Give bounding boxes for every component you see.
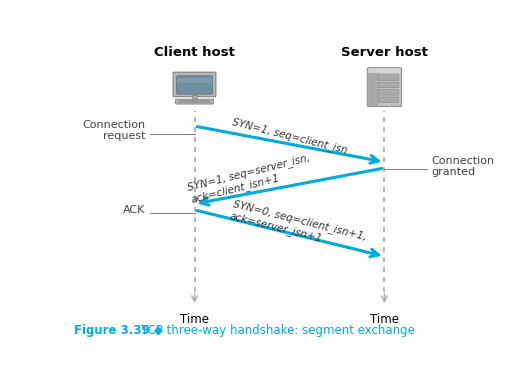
Text: Figure 3.39 ◆: Figure 3.39 ◆ [74,324,163,337]
Text: Time: Time [180,313,209,326]
FancyBboxPatch shape [378,97,398,103]
Text: Connection
request: Connection request [82,120,145,141]
FancyBboxPatch shape [378,82,398,88]
FancyBboxPatch shape [367,68,402,107]
Text: SYN=0, seq=client_isn+1,
ack=server_isn+1: SYN=0, seq=client_isn+1, ack=server_isn+… [229,198,367,254]
FancyBboxPatch shape [378,75,398,80]
FancyBboxPatch shape [175,99,213,104]
FancyBboxPatch shape [179,101,210,102]
Text: Time: Time [370,313,399,326]
FancyBboxPatch shape [178,77,212,83]
Text: ACK: ACK [123,205,145,215]
FancyBboxPatch shape [368,68,378,106]
Text: TCP three-way handshake: segment exchange: TCP three-way handshake: segment exchang… [141,324,415,337]
Text: SYN=1, seq=client_isn: SYN=1, seq=client_isn [231,117,348,156]
Text: SYN=1, seq=server_isn,
ack=client_isn+1: SYN=1, seq=server_isn, ack=client_isn+1 [187,152,315,205]
FancyBboxPatch shape [177,76,212,94]
FancyBboxPatch shape [179,100,210,101]
Text: Client host: Client host [154,46,235,59]
FancyBboxPatch shape [173,72,216,97]
FancyBboxPatch shape [368,68,401,73]
FancyBboxPatch shape [378,89,398,95]
FancyBboxPatch shape [179,102,210,103]
Text: Connection
granted: Connection granted [432,156,494,177]
Bar [192,95,197,100]
Text: Server host: Server host [341,46,428,59]
